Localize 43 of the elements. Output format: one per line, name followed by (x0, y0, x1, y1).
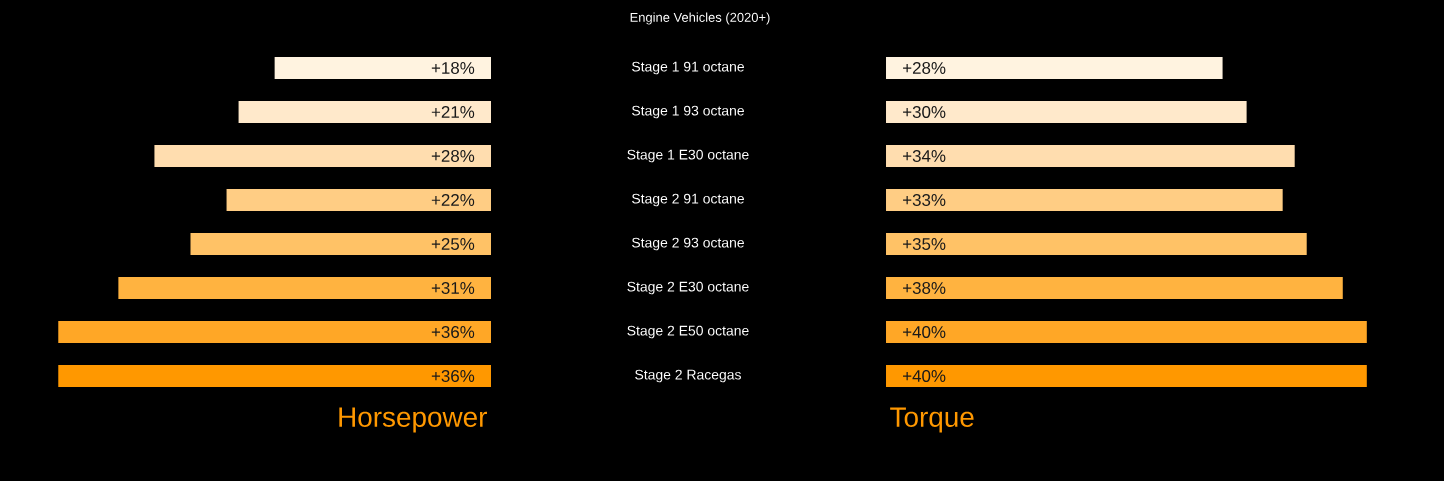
data-label: +36% (431, 326, 475, 339)
y-tick-label: Stage 1 91 octane (632, 61, 744, 75)
data-label: +34% (903, 150, 946, 163)
data-label: +40% (903, 370, 946, 383)
x-axis-title: Horsepower (339, 407, 487, 433)
data-label: +35% (903, 238, 946, 251)
bar (886, 101, 1247, 124)
y-tick-label: Stage 2 Racegas (635, 369, 741, 383)
data-label: +28% (903, 62, 946, 75)
y-tick-label: Stage 1 E30 octane (627, 149, 749, 163)
bar (886, 321, 1367, 343)
bar (58, 365, 491, 387)
bar (886, 233, 1307, 256)
bar (274, 57, 491, 80)
data-label: +18% (431, 62, 475, 75)
y-tick-label: Stage 2 E30 octane (627, 281, 749, 295)
bar (226, 189, 491, 212)
data-label: +31% (431, 282, 475, 295)
data-label: +28% (431, 150, 475, 163)
bar (190, 233, 491, 256)
bar (154, 145, 491, 168)
bar (58, 321, 491, 343)
y-tick-label: Stage 1 93 octane (632, 105, 744, 119)
bar (886, 365, 1367, 387)
bar (886, 189, 1283, 212)
data-label: +40% (903, 326, 946, 339)
x-axis-title: Torque (890, 407, 974, 433)
bar (238, 101, 491, 124)
bar (886, 57, 1223, 80)
bar (118, 277, 491, 300)
data-label: +38% (903, 282, 946, 295)
y-tick-label: Stage 2 91 octane (632, 193, 744, 207)
data-label: +22% (431, 194, 475, 206)
data-label: +25% (431, 238, 475, 251)
data-label: +21% (431, 106, 475, 118)
y-tick-label: Stage 2 93 octane (632, 237, 744, 251)
data-label: +36% (431, 370, 475, 383)
data-label: +33% (903, 194, 946, 207)
y-tick-label: Stage 2 E50 octane (627, 325, 749, 339)
bar (886, 277, 1343, 300)
text: Engine Vehicles (2020+) (630, 12, 770, 25)
data-label: +30% (903, 106, 946, 119)
bar (886, 145, 1295, 168)
